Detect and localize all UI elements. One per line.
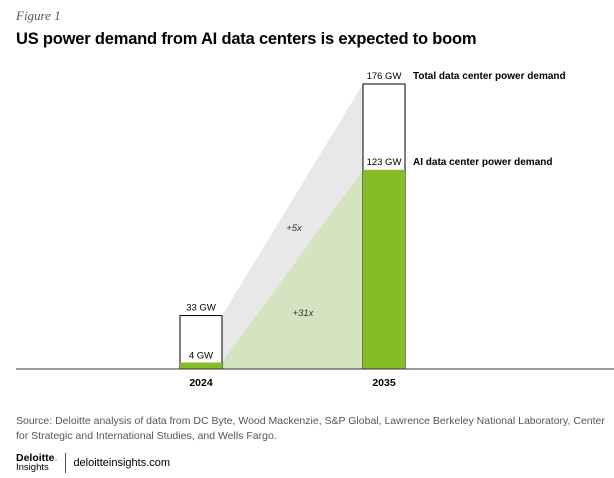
chart: 33 GW 4 GW 2024 176 GW 123 GW 2035 +5x +31x Tota… — [16, 71, 614, 389]
chart-title: US power demand from AI data centers is … — [16, 30, 477, 48]
tick-label-2024: 2024 — [189, 377, 213, 389]
footer-divider — [65, 453, 67, 473]
brand-name: Deloitte. — [16, 452, 58, 464]
bar-ai-2024 — [180, 362, 222, 369]
annotation-total-growth: +5x — [286, 223, 303, 234]
site-link[interactable]: deloitteinsights.com — [73, 457, 171, 469]
legend-ai: AI data center power demand — [413, 157, 552, 168]
deloitte-insights-logo: Deloitte. Insights — [16, 453, 57, 473]
footer: Deloitte. Insights deloitteinsights.com — [16, 452, 170, 474]
label-total-2035: 176 GW — [367, 71, 402, 82]
tick-label-2035: 2035 — [372, 377, 396, 389]
figure-label: Figure 1 — [16, 8, 61, 23]
bar-total-2024 — [179, 315, 223, 370]
legend-total: Total data center power demand — [413, 71, 566, 82]
label-ai-2035: 123 GW — [367, 157, 402, 168]
source-note: Source: Deloitte analysis of data from D… — [16, 415, 605, 442]
brand-sub: Insights — [16, 462, 49, 473]
label-ai-2024: 4 GW — [189, 351, 213, 362]
label-total-2024: 33 GW — [186, 303, 216, 314]
ai-growth-band — [222, 169, 363, 369]
bar-ai-2035 — [363, 169, 405, 369]
annotation-ai-growth: +31x — [293, 308, 315, 319]
